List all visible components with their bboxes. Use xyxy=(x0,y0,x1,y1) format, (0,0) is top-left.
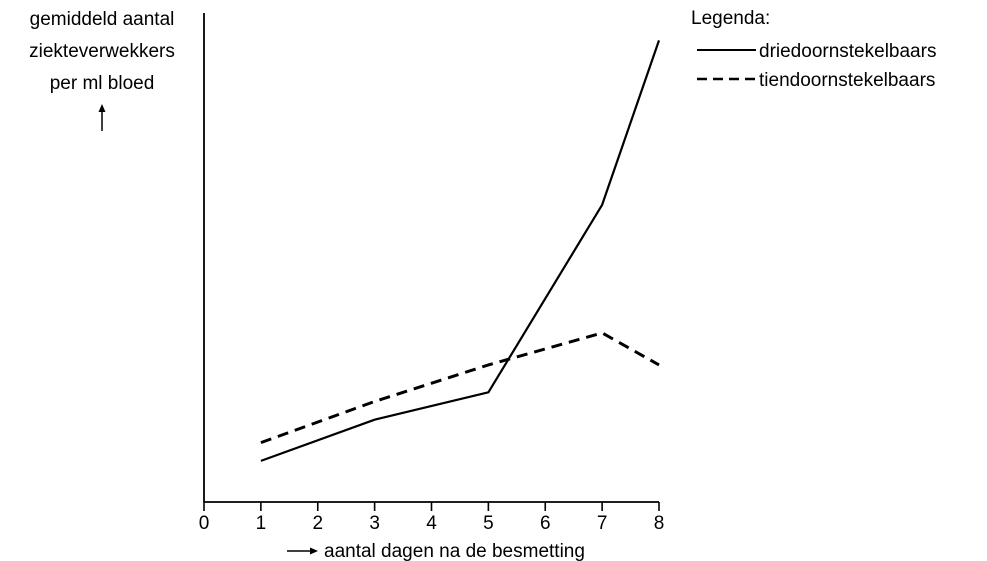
x-tick-label-6: 6 xyxy=(540,513,551,534)
x-axis-label: aantal dagen na de besmetting xyxy=(287,541,585,561)
series-layer xyxy=(260,40,661,462)
x-tick-label-2: 2 xyxy=(312,513,323,534)
axes xyxy=(203,13,659,503)
x-axis-label-text: aantal dagen na de besmetting xyxy=(324,541,585,561)
x-tick-label-0: 0 xyxy=(199,513,210,534)
y-axis-label-line-1: gemiddeld aantal xyxy=(30,9,175,30)
x-tick-label-5: 5 xyxy=(483,513,494,534)
y-axis-label-line-2: ziekteverwekkers xyxy=(29,41,175,62)
legend-title: Legenda: xyxy=(691,8,770,29)
legend: Legenda: driedoornstekelbaars tiendoorns… xyxy=(691,8,936,91)
legend-item-tiendoornstekelbaars: tiendoornstekelbaars xyxy=(697,70,935,91)
y-axis-arrow xyxy=(98,104,106,131)
x-tick-label-3: 3 xyxy=(369,513,380,534)
x-tick-label-4: 4 xyxy=(426,513,437,534)
x-tick-label-1: 1 xyxy=(256,513,267,534)
series-line-tiendoornstekelbaars xyxy=(260,331,660,445)
y-axis-label-line-3: per ml bloed xyxy=(50,73,155,94)
y-axis-label: gemiddeld aantal ziekteverwekkers per ml… xyxy=(29,9,175,131)
legend-label-tiendoornstekelbaars: tiendoornstekelbaars xyxy=(759,70,935,91)
legend-label-driedoornstekelbaars: driedoornstekelbaars xyxy=(759,41,936,62)
x-ticks: 0 1 2 3 4 5 6 7 8 xyxy=(199,502,665,534)
x-axis-arrow xyxy=(287,547,318,555)
x-tick-label-7: 7 xyxy=(597,513,608,534)
x-tick-label-8: 8 xyxy=(654,513,665,534)
legend-item-driedoornstekelbaars: driedoornstekelbaars xyxy=(697,41,936,62)
series-line-driedoornstekelbaars xyxy=(260,40,661,462)
